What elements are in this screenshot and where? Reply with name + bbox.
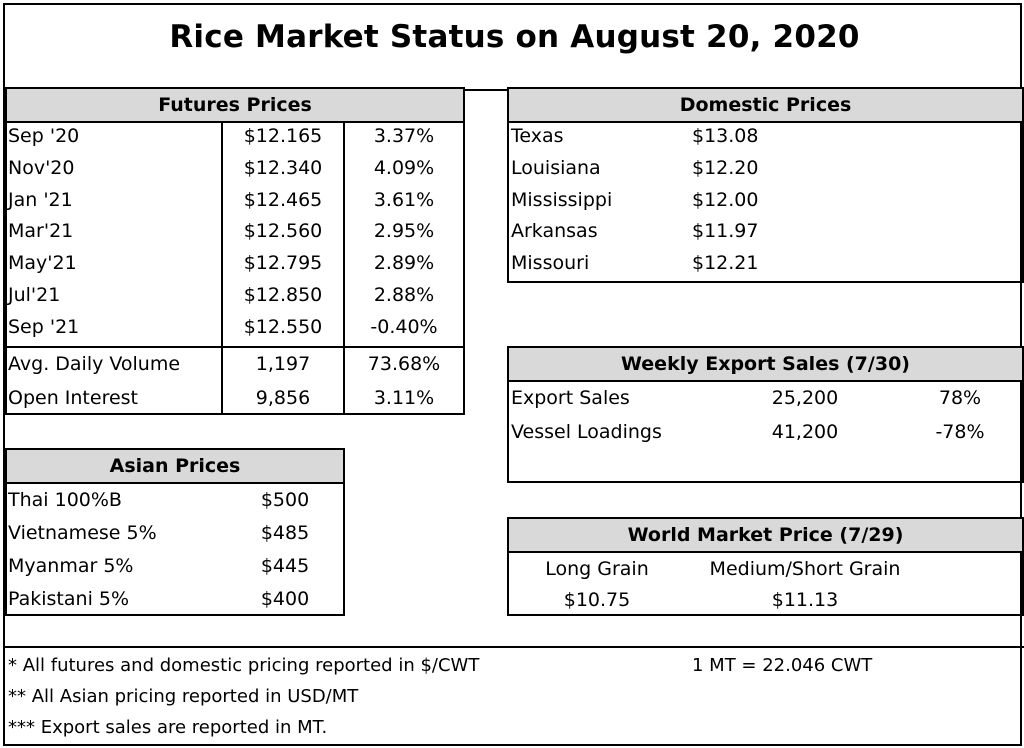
futures-change: 3.61%	[373, 189, 435, 211]
futures-price: $12.795	[243, 252, 323, 274]
futures-table	[5, 121, 465, 415]
asian-label: Thai 100%B	[8, 489, 122, 511]
futures-change: 3.37%	[373, 125, 435, 147]
domestic-price: $12.00	[692, 189, 759, 211]
futures-change: 2.88%	[373, 284, 435, 306]
volume-change: 73.68%	[367, 353, 441, 375]
domestic-table	[507, 121, 1024, 283]
futures-header-label: Futures Prices	[158, 94, 312, 116]
long-grain-price: $10.75	[563, 589, 631, 611]
export-value: 25,200	[771, 387, 839, 409]
page-title: Rice Market Status on August 20, 2020	[5, 5, 1024, 91]
medium-grain-price: $11.13	[771, 589, 839, 611]
asian-label: Vietnamese 5%	[8, 522, 157, 544]
domestic-state: Louisiana	[511, 157, 601, 179]
futures-price: $12.850	[243, 284, 323, 306]
world-header-label: World Market Price (7/29)	[627, 524, 904, 546]
medium-grain-label: Medium/Short Grain	[709, 558, 901, 580]
futures-change: 4.09%	[373, 157, 435, 179]
domestic-price: $12.20	[692, 157, 759, 179]
export-value: 41,200	[771, 421, 839, 443]
export-change: 78%	[938, 387, 982, 409]
futures-month: Sep '20	[8, 125, 80, 147]
futures-month: Jan '21	[8, 189, 73, 211]
domestic-header-label: Domestic Prices	[679, 94, 852, 116]
asian-price: $485	[260, 522, 310, 544]
export-header: Weekly Export Sales (7/30)	[507, 346, 1024, 382]
futures-month: Nov'20	[8, 157, 75, 179]
note-futures-units: * All futures and domestic pricing repor…	[8, 655, 480, 676]
long-grain-label: Long Grain	[545, 558, 649, 580]
note-export-units: *** Export sales are reported in MT.	[8, 717, 328, 738]
futures-price: $12.550	[243, 316, 323, 338]
export-label: Export Sales	[511, 387, 630, 409]
asian-table	[5, 482, 345, 616]
asian-price: $400	[260, 588, 310, 610]
domestic-state: Mississippi	[511, 189, 613, 211]
futures-header: Futures Prices	[5, 87, 465, 123]
asian-price: $445	[260, 555, 310, 577]
world-table	[507, 551, 1024, 616]
note-asian-units: ** All Asian pricing reported in USD/MT	[8, 686, 359, 707]
futures-change: 2.89%	[373, 252, 435, 274]
futures-price: $12.165	[243, 125, 323, 147]
domestic-price: $12.21	[692, 252, 759, 274]
futures-price: $12.560	[243, 220, 323, 242]
domestic-header: Domestic Prices	[507, 87, 1024, 123]
export-change: -78%	[935, 421, 985, 443]
futures-month: Sep '21	[8, 316, 80, 338]
futures-change: 2.95%	[373, 220, 435, 242]
futures-month: Jul'21	[8, 284, 61, 306]
export-label: Vessel Loadings	[511, 421, 662, 443]
export-header-label: Weekly Export Sales (7/30)	[621, 353, 910, 375]
domestic-price: $13.08	[692, 125, 759, 147]
domestic-state: Missouri	[511, 252, 590, 274]
open-interest-value: 9,856	[255, 387, 311, 409]
open-interest-change: 3.11%	[373, 387, 435, 409]
futures-change: -0.40%	[370, 316, 438, 338]
domestic-price: $11.97	[692, 220, 759, 242]
asian-label: Pakistani 5%	[8, 588, 130, 610]
asian-header: Asian Prices	[5, 448, 345, 484]
volume-value: 1,197	[255, 353, 311, 375]
futures-price: $12.465	[243, 189, 323, 211]
futures-month: Mar'21	[8, 220, 74, 242]
report-frame: Rice Market Status on August 20, 2020 Fu…	[3, 3, 1024, 746]
world-header: World Market Price (7/29)	[507, 517, 1024, 553]
export-table	[507, 380, 1024, 483]
asian-price: $500	[260, 489, 310, 511]
volume-label: Avg. Daily Volume	[8, 353, 181, 375]
futures-month: May'21	[8, 252, 77, 274]
asian-header-label: Asian Prices	[109, 455, 241, 477]
futures-price: $12.340	[243, 157, 323, 179]
open-interest-label: Open Interest	[8, 387, 139, 409]
domestic-state: Texas	[511, 125, 564, 147]
domestic-state: Arkansas	[511, 220, 598, 242]
note-conversion: 1 MT = 22.046 CWT	[692, 655, 873, 676]
asian-label: Myanmar 5%	[8, 555, 134, 577]
